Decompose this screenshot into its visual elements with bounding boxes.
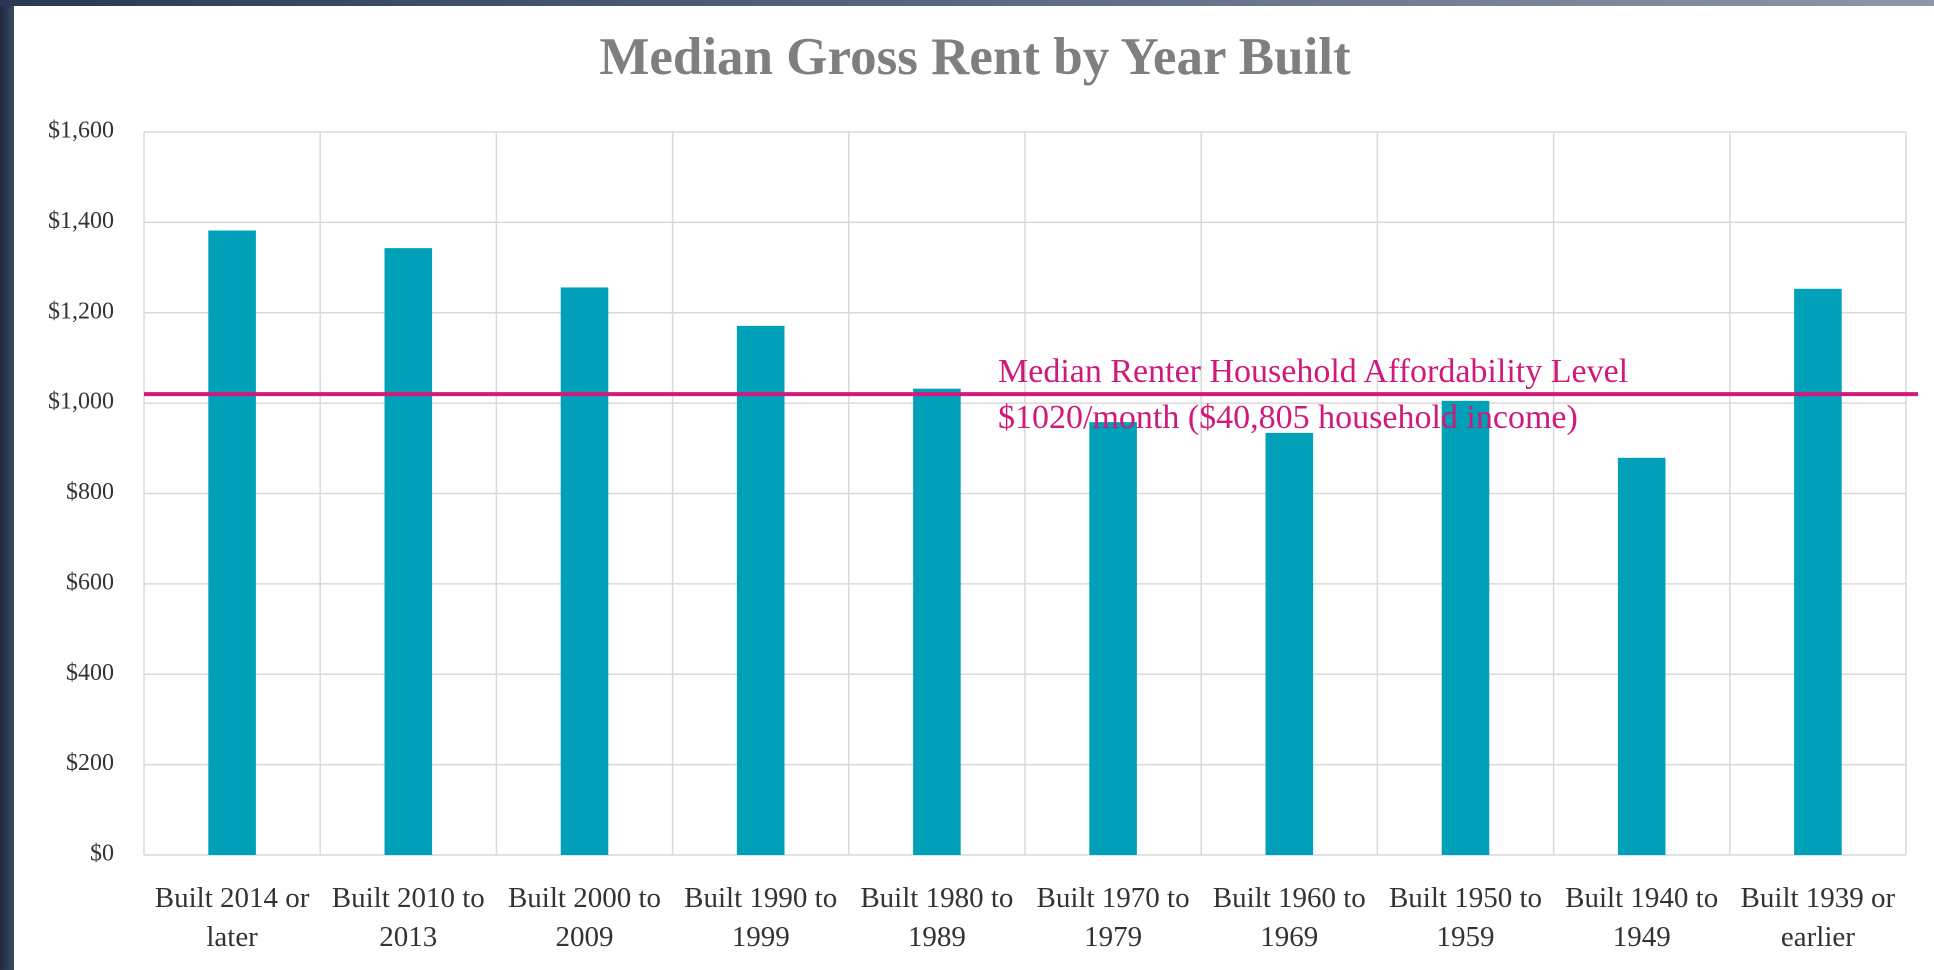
y-tick-label: $200: [66, 750, 114, 776]
frame-left: [0, 0, 14, 970]
bar: [1441, 400, 1490, 855]
frame-top: [0, 0, 1934, 6]
x-tick-label: Built 2014 or later: [154, 882, 310, 953]
x-tick-label: Built 1939 or earlier: [1740, 882, 1896, 953]
x-tick-label: Built 2010 to 2013: [331, 882, 485, 953]
y-tick-label: $1,400: [48, 208, 114, 234]
x-tick-label: Built 1980 to 1989: [860, 882, 1014, 953]
x-tick-label: Built 1950 to 1959: [1388, 882, 1543, 953]
y-tick-label: $600: [66, 569, 114, 595]
x-tick-label: Built 1970 to 1979: [1036, 882, 1190, 953]
x-tick-label: Built 2000 to 2009: [507, 882, 662, 953]
bar: [560, 287, 609, 855]
x-tick-label: Built 1990 to 1999: [684, 882, 838, 953]
y-tick-label: $0: [90, 841, 114, 867]
reference-annotation: Median Renter Household Affordability Le…: [998, 353, 1628, 390]
bar: [384, 248, 433, 855]
bar: [208, 230, 256, 856]
x-tick-label: Built 1960 to 1969: [1212, 882, 1366, 953]
bar: [913, 388, 961, 855]
y-tick-label: $800: [66, 479, 114, 505]
bar: [736, 325, 785, 855]
x-tick-label: Built 1940 to 1949: [1565, 882, 1719, 953]
y-tick-label: $400: [66, 660, 114, 686]
y-tick-label: $1,600: [48, 118, 114, 144]
bar: [1265, 432, 1314, 855]
y-tick-label: $1,200: [48, 298, 114, 324]
reference-annotation: $1020/month ($40,805 household income): [998, 399, 1578, 436]
bar: [1089, 422, 1137, 855]
chart-title: Median Gross Rent by Year Built: [599, 28, 1351, 86]
y-tick-label: $1,000: [48, 389, 114, 415]
bar: [1794, 288, 1842, 855]
bar: [1617, 457, 1666, 855]
